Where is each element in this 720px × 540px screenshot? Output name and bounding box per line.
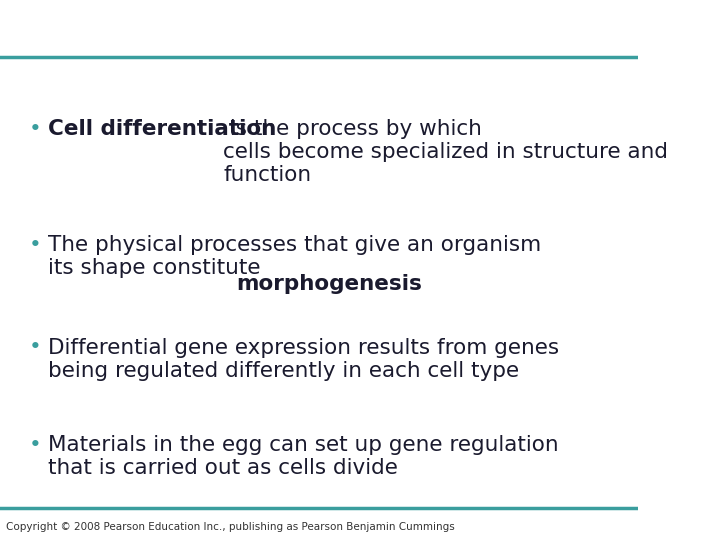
Text: •: • [29,435,42,455]
Text: Materials in the egg can set up gene regulation
that is carried out as cells div: Materials in the egg can set up gene reg… [48,435,559,478]
Text: The physical processes that give an organism
its shape constitute: The physical processes that give an orga… [48,235,541,278]
Text: •: • [29,235,42,255]
Text: Cell differentiation: Cell differentiation [48,119,276,139]
Text: Differential gene expression results from genes
being regulated differently in e: Differential gene expression results fro… [48,338,559,381]
Text: morphogenesis: morphogenesis [236,274,422,294]
Text: is the process by which
cells become specialized in structure and
function: is the process by which cells become spe… [223,119,668,185]
Text: •: • [29,119,42,139]
Text: •: • [29,338,42,357]
Text: Copyright © 2008 Pearson Education Inc., publishing as Pearson Benjamin Cummings: Copyright © 2008 Pearson Education Inc.,… [6,522,455,532]
